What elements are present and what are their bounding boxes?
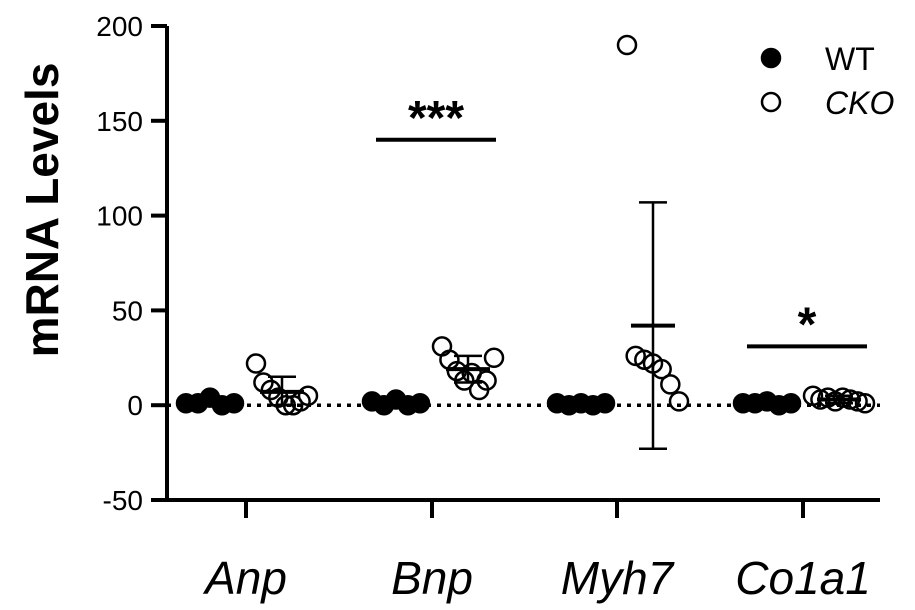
data-point-cko bbox=[476, 370, 497, 391]
y-tick-label: 0 bbox=[127, 390, 143, 421]
legend: WT CKO bbox=[760, 41, 894, 121]
x-tick-label: Myh7 bbox=[561, 552, 675, 604]
data-point-cko bbox=[483, 347, 505, 369]
axes: -50 0 50 100 150 200 Anp Bnp Myh7 Co1a1 bbox=[96, 11, 880, 604]
data-point-cko bbox=[854, 393, 876, 414]
data-point-cko bbox=[245, 353, 267, 374]
legend-marker-wt bbox=[760, 47, 782, 69]
y-tick-label: 200 bbox=[96, 11, 143, 42]
y-tick-label: 100 bbox=[96, 201, 143, 232]
legend-marker-cko bbox=[760, 91, 782, 113]
significance-label: *** bbox=[408, 92, 464, 145]
legend-label: WT bbox=[825, 41, 875, 77]
data-point-cko bbox=[253, 372, 274, 393]
significance-label: * bbox=[798, 298, 817, 351]
data-point-cko bbox=[454, 370, 475, 391]
y-tick-label: 150 bbox=[96, 106, 143, 137]
data-point-cko bbox=[651, 358, 672, 380]
y-axis-label: mRNA Levels bbox=[16, 63, 68, 358]
y-tick-label: -50 bbox=[103, 485, 143, 516]
data-point-cko bbox=[616, 34, 638, 56]
x-tick-label: Anp bbox=[202, 552, 287, 604]
data-marks: **** bbox=[175, 34, 876, 451]
data-point-cko bbox=[668, 391, 690, 412]
data-point-cko bbox=[660, 374, 681, 395]
x-tick-label: Bnp bbox=[391, 552, 473, 604]
legend-label: CKO bbox=[825, 85, 894, 121]
x-tick-label: Co1a1 bbox=[735, 552, 871, 604]
data-point-cko bbox=[275, 394, 296, 416]
data-point-cko bbox=[297, 385, 319, 406]
y-tick-label: 50 bbox=[112, 295, 143, 326]
